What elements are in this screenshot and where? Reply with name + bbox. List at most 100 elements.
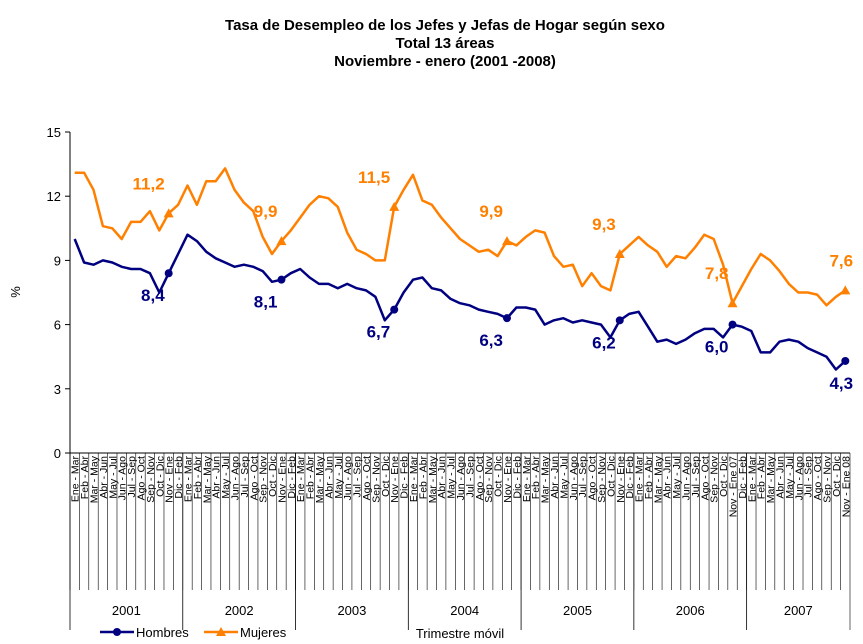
group-label: 2002 [225,603,254,618]
x-tick-label: Feb - Abr [79,455,91,499]
x-tick-label: May - Jul [333,456,345,499]
x-tick-label: Abr - Jun [436,456,448,499]
data-label: 7,6 [829,251,853,270]
x-tick-label: Dic - Feb [286,456,298,499]
x-tick-label: Mar - May [652,455,664,503]
x-tick-label: Oct - Dic [267,456,279,497]
x-tick-label: Feb - Abr [530,455,542,499]
x-tick-label: Ago - Oct [474,456,486,500]
x-tick-label: Jul - Sep [239,456,251,498]
x-tick-label: Feb - Abr [417,455,429,499]
x-tick-label: Ago - Oct [248,456,260,500]
x-tick-label: Dic - Feb [399,456,411,499]
point-marker [164,269,173,278]
data-label: 6,0 [705,338,729,357]
data-label: 9,9 [254,202,278,221]
x-tick-label: Jun - Ago [455,456,467,501]
x-tick-label: Ene - Mar [408,456,420,503]
x-tick-label: Abr - Jun [98,456,110,499]
x-tick-label: Nov - Ene [276,456,288,503]
point-marker [276,236,287,246]
x-tick-label: Mar - May [765,455,777,503]
x-tick-label: Ene - Mar [295,456,307,503]
x-tick-label: Dic - Feb [511,456,523,499]
legend-label: Mujeres [240,625,287,640]
point-marker [728,320,737,329]
point-marker [390,305,399,314]
point-marker [163,208,174,218]
x-tick-label: Ago - Oct [699,456,711,500]
y-axis-label: % [8,286,23,298]
x-tick-label: Nov - Ene [615,456,627,503]
data-label: 8,4 [141,286,165,305]
series-line [74,167,847,307]
legend-marker [113,628,121,636]
point-marker [501,236,512,246]
x-tick-label: Oct - Dic [380,456,392,497]
x-tick-label: May - Jul [107,456,119,499]
chart-title: Total 13 áreas [396,35,495,52]
x-tick-label: Nov - Ene [502,456,514,503]
group-label: 2007 [784,603,813,618]
x-tick-label: Feb - Abr [643,455,655,499]
group-label: 2004 [450,603,479,618]
x-tick-label: Jun - Ago [568,456,580,501]
data-label: 7,8 [705,264,729,283]
point-marker [841,356,850,365]
x-tick-label: Nov - Ene [164,456,176,503]
data-label: 6,7 [367,323,391,342]
x-tick-label: Abr - Jun [775,456,787,499]
y-tick-label: 12 [47,189,61,204]
point-marker [615,316,624,325]
x-tick-label: Ago - Oct [135,456,147,500]
x-tick-label: May - Jul [446,456,458,499]
x-tick-label: Ene - Mar [70,456,82,503]
data-label: 8,1 [254,293,278,312]
chart-title: Noviembre - enero (2001 -2008) [334,53,556,70]
group-label: 2005 [563,603,592,618]
point-marker [727,298,738,308]
x-tick-label: Feb - Abr [305,455,317,499]
data-label: 9,9 [479,202,503,221]
x-tick-label: Ene - Mar [634,456,646,503]
legend-label: Hombres [136,625,189,640]
data-label: 11,2 [133,174,165,193]
data-label: 4,3 [829,374,853,393]
x-tick-label: May - Jul [671,456,683,499]
x-tick-label: Jul - Sep [464,456,476,498]
legend-marker [216,627,226,636]
y-tick-label: 15 [47,125,61,140]
series-line [73,233,847,371]
x-tick-label: Dic - Feb [624,456,636,499]
x-tick-label: Sep - Nov [370,455,382,502]
x-tick-label: Ene - Mar [521,456,533,503]
x-tick-label: Jun - Ago [229,456,241,501]
x-tick-label: Ene - Mar [746,456,758,503]
x-tick-label: Ago - Oct [812,456,824,500]
point-marker [502,314,511,323]
x-tick-label: Jul - Sep [577,456,589,498]
x-tick-label: Nov - Ene 08 [840,456,852,517]
y-tick-label: 9 [54,253,61,268]
x-tick-label: Nov - Ene [389,456,401,503]
x-tick-label: Oct - Dic [605,456,617,497]
x-tick-label: May - Jul [220,456,232,499]
x-axis-label: Trimestre móvil [416,626,504,641]
x-tick-label: Oct - Dic [493,456,505,497]
point-marker [389,201,400,211]
x-tick-label: Ago - Oct [361,456,373,500]
data-label: 6,2 [592,333,616,352]
x-tick-label: Oct - Dic [831,456,843,497]
x-tick-label: Ago - Oct [587,456,599,500]
point-marker [277,275,286,284]
y-tick-label: 0 [54,446,61,461]
x-tick-label: Sep - Nov [709,455,721,502]
data-label: 6,3 [479,331,503,350]
x-tick-label: Abr - Jun [662,456,674,499]
x-tick-label: Sep - Nov [822,455,834,502]
y-tick-label: 6 [54,318,61,333]
x-tick-label: Ene - Mar [182,456,194,503]
x-tick-label: Abr - Jun [323,456,335,499]
x-tick-label: Mar - May [540,455,552,503]
